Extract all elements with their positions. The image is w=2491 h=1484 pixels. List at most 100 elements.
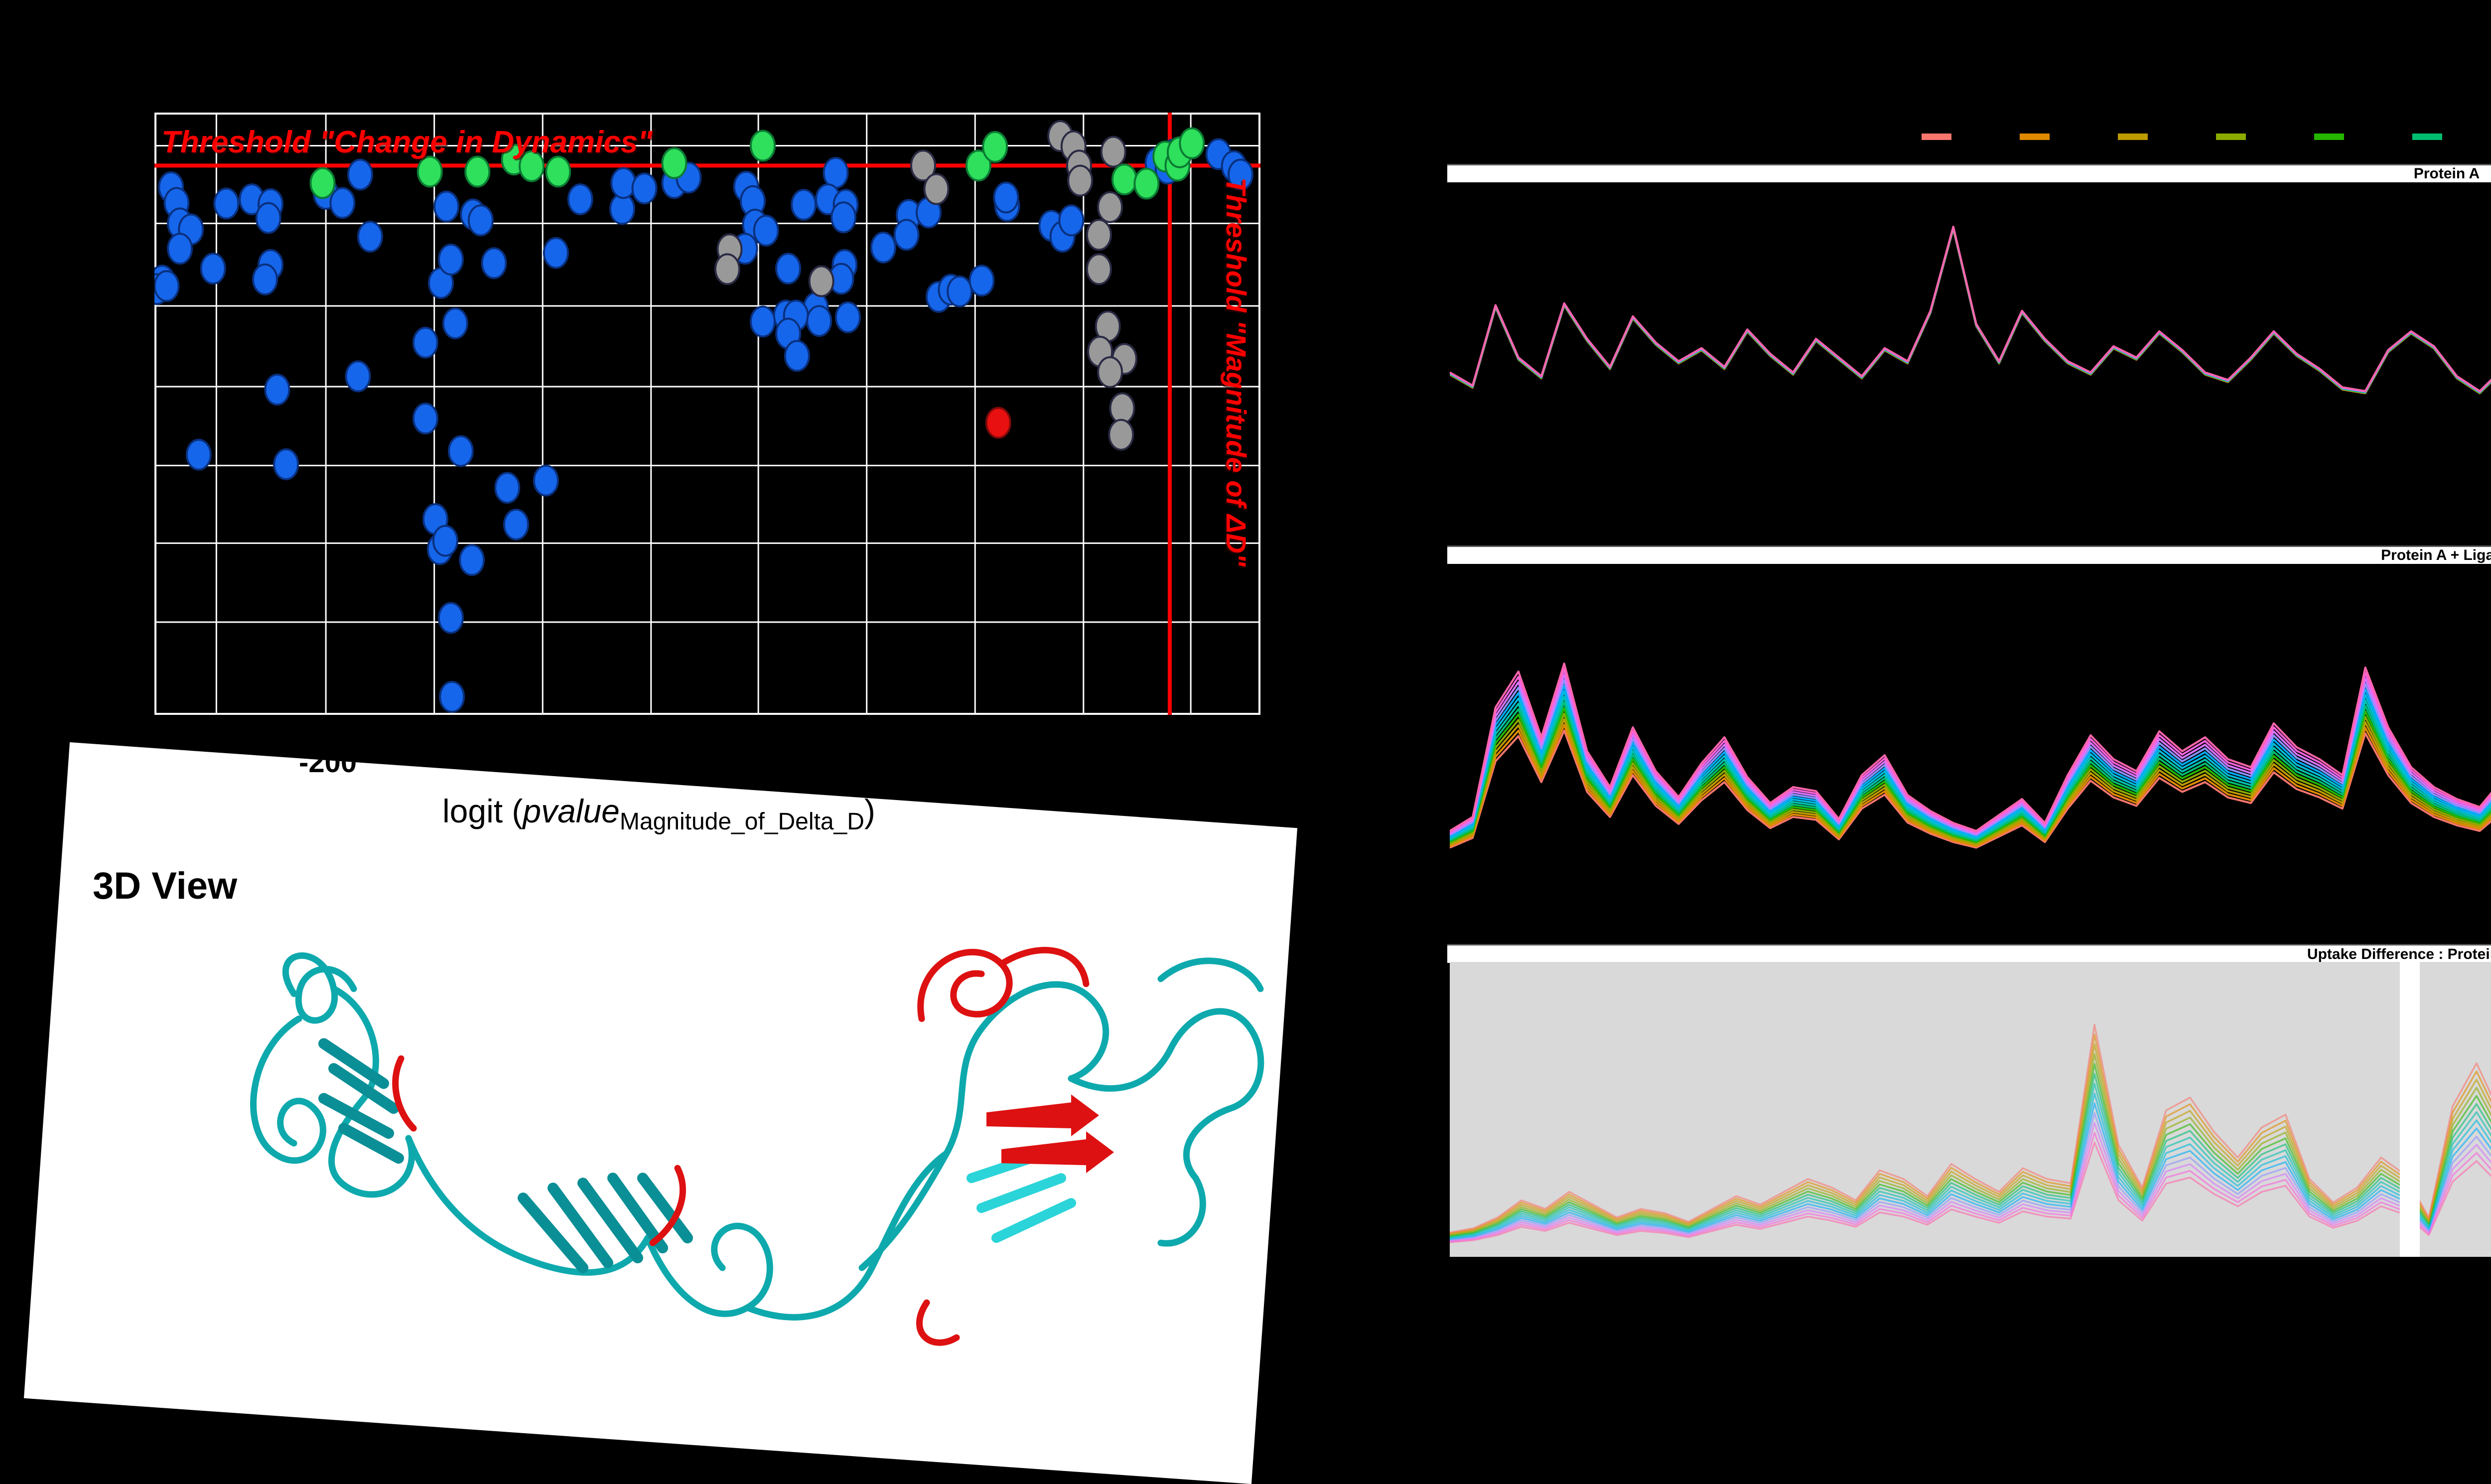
volcano-point-blue[interactable] xyxy=(412,326,438,359)
volcano-point-blue[interactable] xyxy=(969,265,995,297)
volcano-point-blue[interactable] xyxy=(784,340,810,372)
volcano-point-blue[interactable] xyxy=(834,301,861,334)
volcano-point-blue[interactable] xyxy=(347,158,373,191)
uptake-trace-timepoint-2 xyxy=(1450,1033,2491,1234)
volcano-point-blue[interactable] xyxy=(252,263,278,295)
volcano-point-blue[interactable] xyxy=(1228,158,1254,191)
volcano-point-blue[interactable] xyxy=(437,243,464,275)
volcano-point-blue[interactable] xyxy=(255,202,281,234)
volcano-point-blue[interactable] xyxy=(791,188,817,221)
volcano-point-green[interactable] xyxy=(965,149,991,182)
volcano-point-blue[interactable] xyxy=(494,472,521,504)
volcano-point-green[interactable] xyxy=(464,155,491,188)
volcano-point-blue[interactable] xyxy=(830,201,857,234)
volcano-point-blue[interactable] xyxy=(439,680,465,713)
uptake-trace-timepoint-8 xyxy=(1450,1092,2491,1239)
volcano-point-blue[interactable] xyxy=(185,438,212,471)
volcano-point-green[interactable] xyxy=(1179,127,1205,159)
volcano-point-blue[interactable] xyxy=(567,183,593,216)
volcano-point-blue[interactable] xyxy=(823,156,849,189)
uptake-trace-timepoint-12 xyxy=(1450,226,2491,393)
ribbon-red-highlights xyxy=(392,946,1090,1346)
volcano-point-blue[interactable] xyxy=(543,237,569,269)
threshold-magnitude-label: Threshold "Magnitude of ΔD" xyxy=(1221,177,1252,567)
volcano-point-gray[interactable] xyxy=(923,173,950,205)
volcano-point-blue[interactable] xyxy=(533,464,559,497)
volcano-point-blue[interactable] xyxy=(750,305,776,338)
volcano-point-blue[interactable] xyxy=(947,275,973,308)
legend-swatch-timepoint-4[interactable] xyxy=(2216,134,2246,140)
protein-a-uptake-chart[interactable] xyxy=(1450,214,2491,533)
volcano-point-blue[interactable] xyxy=(503,508,529,540)
volcano-point-gray[interactable] xyxy=(1097,356,1123,389)
legend-swatch-timepoint-3[interactable] xyxy=(2118,134,2148,140)
volcano-point-blue[interactable] xyxy=(345,360,371,393)
volcano-point-blue[interactable] xyxy=(357,221,383,253)
volcano-point-green[interactable] xyxy=(982,131,1008,163)
volcano-point-green[interactable] xyxy=(545,155,571,188)
uptake-trace-timepoint-8 xyxy=(1450,226,2491,393)
volcano-point-green[interactable] xyxy=(1111,163,1137,196)
3d-view-title: 3D View xyxy=(93,865,238,907)
uptake-trace-timepoint-13 xyxy=(1450,663,2491,832)
volcano-point-blue[interactable] xyxy=(154,270,180,302)
volcano-point-blue[interactable] xyxy=(442,307,468,340)
volcano-point-blue[interactable] xyxy=(1058,204,1085,237)
uptake-trace-timepoint-13 xyxy=(1450,1141,2491,1243)
protein-ribbon-3d-view[interactable] xyxy=(174,919,1320,1357)
ribbon-cyan xyxy=(250,952,1264,1321)
volcano-point-blue[interactable] xyxy=(467,204,494,237)
volcano-point-blue[interactable] xyxy=(806,305,832,337)
volcano-point-blue[interactable] xyxy=(459,544,485,576)
volcano-plot[interactable]: Threshold "Change in Dynamics" Threshold… xyxy=(154,113,1260,715)
volcano-point-blue[interactable] xyxy=(993,181,1019,214)
uptake-trace-timepoint-12 xyxy=(1450,1132,2491,1242)
volcano-point-blue[interactable] xyxy=(753,214,779,247)
volcano-point-blue[interactable] xyxy=(432,525,458,557)
volcano-point-blue[interactable] xyxy=(264,374,290,406)
protein-a-ligand-uptake-chart[interactable] xyxy=(1450,583,2491,902)
volcano-point-blue[interactable] xyxy=(893,219,920,251)
legend-swatch-timepoint-2[interactable] xyxy=(2020,134,2050,140)
volcano-point-gray[interactable] xyxy=(1097,191,1123,223)
volcano-point-red[interactable] xyxy=(985,406,1011,439)
volcano-point-green[interactable] xyxy=(519,150,545,182)
volcano-point-gray[interactable] xyxy=(1086,219,1112,251)
legend-swatch-timepoint-1[interactable] xyxy=(1922,134,1951,140)
volcano-point-gray[interactable] xyxy=(1086,253,1112,285)
volcano-point-green[interactable] xyxy=(1133,167,1160,200)
volcano-point-green[interactable] xyxy=(750,130,776,162)
volcano-point-blue[interactable] xyxy=(437,602,464,634)
volcano-point-blue[interactable] xyxy=(433,190,460,223)
uptake-trace-timepoint-6 xyxy=(1450,1073,2491,1238)
volcano-point-gray[interactable] xyxy=(1109,392,1135,424)
volcano-point-gray[interactable] xyxy=(910,149,936,182)
volcano-point-blue[interactable] xyxy=(329,187,356,219)
volcano-point-blue[interactable] xyxy=(167,233,193,265)
uptake-trace-timepoint-13 xyxy=(1450,226,2491,392)
volcano-point-green[interactable] xyxy=(309,167,336,199)
uptake-difference-chart[interactable] xyxy=(1450,962,2491,1257)
volcano-point-blue[interactable] xyxy=(610,167,637,199)
volcano-point-gray[interactable] xyxy=(714,253,740,285)
volcano-point-blue[interactable] xyxy=(200,253,226,285)
volcano-point-blue[interactable] xyxy=(631,172,658,205)
volcano-point-blue[interactable] xyxy=(447,435,474,467)
volcano-point-gray[interactable] xyxy=(1067,164,1094,197)
legend-swatch-timepoint-5[interactable] xyxy=(2314,134,2344,140)
panel-title-protein-a-ligand: Protein A + Ligand xyxy=(1447,545,2491,564)
volcano-point-blue[interactable] xyxy=(213,187,240,220)
volcano-point-blue[interactable] xyxy=(775,253,802,285)
volcano-point-green[interactable] xyxy=(661,147,688,179)
volcano-point-blue[interactable] xyxy=(481,247,507,279)
legend-swatch-timepoint-6[interactable] xyxy=(2412,134,2442,140)
volcano-point-blue[interactable] xyxy=(412,403,438,435)
volcano-point-blue[interactable] xyxy=(870,231,896,264)
volcano-point-gray[interactable] xyxy=(1100,135,1126,168)
volcano-point-green[interactable] xyxy=(416,155,443,188)
volcano-point-gray[interactable] xyxy=(1108,418,1134,451)
volcano-point-blue[interactable] xyxy=(273,448,299,481)
volcano-point-gray[interactable] xyxy=(808,265,834,297)
sequence-gap-divider xyxy=(2400,962,2420,1257)
uptake-trace-timepoint-10 xyxy=(1450,1112,2491,1241)
